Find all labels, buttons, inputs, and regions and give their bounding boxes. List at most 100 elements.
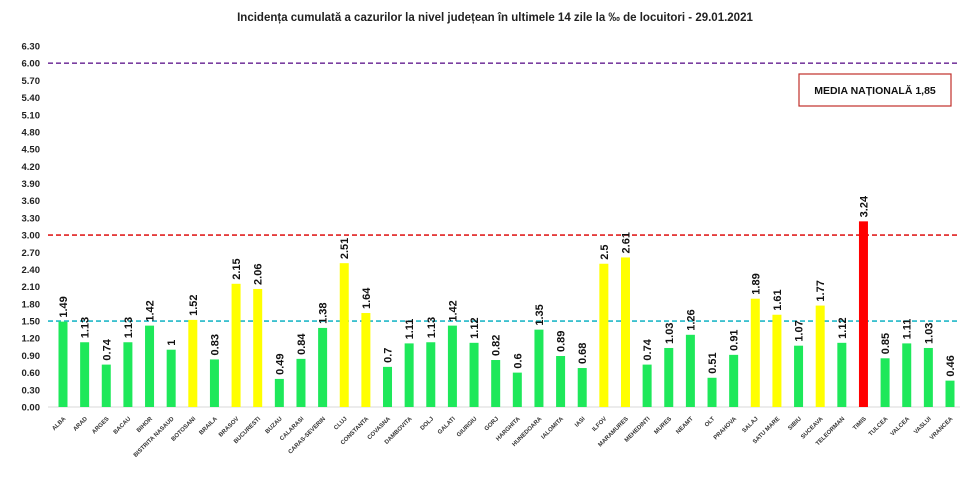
y-tick-label: 3.90 (22, 179, 41, 190)
data-label: 1 (166, 340, 178, 346)
y-axis: 0.00 0.30 0.60 0.90 1.20 1.50 1.80 2.10 2.40 2.70… (22, 42, 960, 414)
data-label: 1.77 (815, 280, 827, 301)
data-label: 1.11 (902, 319, 914, 340)
data-label: 1.26 (685, 309, 697, 330)
bar-satu-mare (772, 314, 782, 407)
bar-ilfov (599, 263, 609, 407)
bar-arges (101, 364, 111, 407)
bar-tulcea (880, 358, 890, 407)
data-label: 1.11 (404, 319, 416, 340)
bar-timis (858, 221, 868, 407)
data-label: 2.06 (253, 264, 265, 285)
bar-galati (447, 325, 457, 407)
bar-braila (209, 359, 219, 407)
data-label: 1.42 (447, 300, 459, 321)
bar-brasov (231, 283, 241, 407)
data-label: 0.74 (642, 338, 654, 360)
data-label: 0.46 (945, 355, 957, 376)
bar-giurgiu (469, 342, 479, 407)
bar-covasna (383, 366, 393, 407)
y-tick-label: 4.80 (22, 127, 41, 138)
bar-ialomita (556, 356, 566, 407)
bar-teleorman (837, 342, 847, 407)
bar-calarasi (296, 358, 306, 407)
bar-neamt (685, 334, 695, 407)
y-tick-label: 0.60 (22, 368, 41, 379)
data-label: 0.91 (729, 329, 741, 350)
data-label: 2.61 (620, 232, 632, 253)
bar-mures (664, 347, 674, 407)
y-tick-label: 2.10 (22, 282, 41, 293)
y-tick-label: 3.60 (22, 196, 41, 207)
data-label: 0.82 (491, 335, 503, 356)
bar-iasi (577, 368, 587, 407)
y-tick-label: 6.00 (22, 59, 41, 70)
data-label: 0.49 (274, 354, 286, 375)
data-label: 1.35 (534, 304, 546, 325)
data-label: 1.89 (750, 273, 762, 294)
data-label: 0.6 (512, 353, 524, 368)
bar-sibiu (794, 345, 804, 407)
bar-maramures (620, 257, 630, 407)
data-label: 1.64 (361, 287, 373, 309)
data-label: 3.24 (858, 195, 870, 217)
bar-arad (80, 342, 90, 407)
data-label: 0.84 (296, 333, 308, 355)
data-label: 0.51 (707, 352, 719, 373)
y-tick-label: 1.50 (22, 317, 41, 328)
data-label: 1.07 (794, 320, 806, 341)
bar-dolj (426, 342, 436, 407)
data-label: 1.61 (772, 289, 784, 310)
bar-salaj (750, 298, 760, 407)
bar-mehedinti (642, 364, 652, 407)
data-label: 0.83 (209, 334, 221, 355)
bar-gorj (491, 360, 501, 407)
data-label: 0.74 (101, 338, 113, 360)
y-tick-label: 1.20 (22, 334, 41, 345)
data-label: 0.68 (577, 343, 589, 364)
y-tick-label: 3.30 (22, 213, 41, 224)
data-label: 0.85 (880, 333, 892, 354)
bar-bistrita-nasaud (166, 349, 176, 407)
y-tick-label: 5.10 (22, 110, 41, 121)
y-tick-label: 1.80 (22, 299, 41, 310)
data-label: 1.12 (837, 317, 849, 338)
bar-bucuresti (253, 288, 263, 407)
chart-title: Incidența cumulată a cazurilor la nivel … (237, 12, 753, 24)
data-label: 1.03 (664, 323, 676, 344)
y-tick-label: 2.70 (22, 248, 41, 259)
bar-hunedoara (534, 329, 544, 407)
y-tick-label: 2.40 (22, 265, 41, 276)
y-tick-label: 5.70 (22, 76, 41, 87)
y-tick-label: 0.30 (22, 385, 41, 396)
bar-harghita (512, 372, 522, 407)
y-tick-label: 6.30 (22, 42, 41, 53)
bar-bacau (123, 342, 133, 407)
y-tick-label: 0.00 (22, 403, 41, 414)
bar-prahova (729, 354, 739, 407)
bar-constanta (361, 313, 371, 407)
data-label: 1.49 (58, 296, 70, 317)
data-label: 1.03 (923, 323, 935, 344)
y-tick-label: 4.50 (22, 145, 41, 156)
national-average-box: MEDIA NAȚIONALĂ 1,85 (798, 73, 952, 107)
data-label: 1.38 (318, 303, 330, 324)
national-average-label: MEDIA NAȚIONALĂ 1,85 (814, 84, 936, 97)
data-label: 1.52 (188, 294, 200, 315)
bar-caras-severin (318, 327, 328, 407)
data-label: 1.13 (80, 317, 92, 338)
data-label: 0.7 (383, 348, 395, 363)
data-label: 2.5 (599, 244, 611, 259)
data-label: 0.89 (556, 331, 568, 352)
bar-bihor (145, 325, 155, 407)
bar-vaslui (923, 347, 933, 407)
data-label: 1.13 (123, 317, 135, 338)
bar-botosani (188, 319, 198, 407)
data-label: 1.13 (426, 317, 438, 338)
data-labels: 1.49 1.13 0.74 1.13 1.42 1 1.52 0.83 2.15 2.06 0.4… (58, 195, 957, 377)
bar-buzau (274, 378, 284, 407)
data-label: 1.42 (145, 300, 157, 321)
y-tick-label: 0.90 (22, 351, 41, 362)
bar-vrancea (945, 380, 955, 407)
